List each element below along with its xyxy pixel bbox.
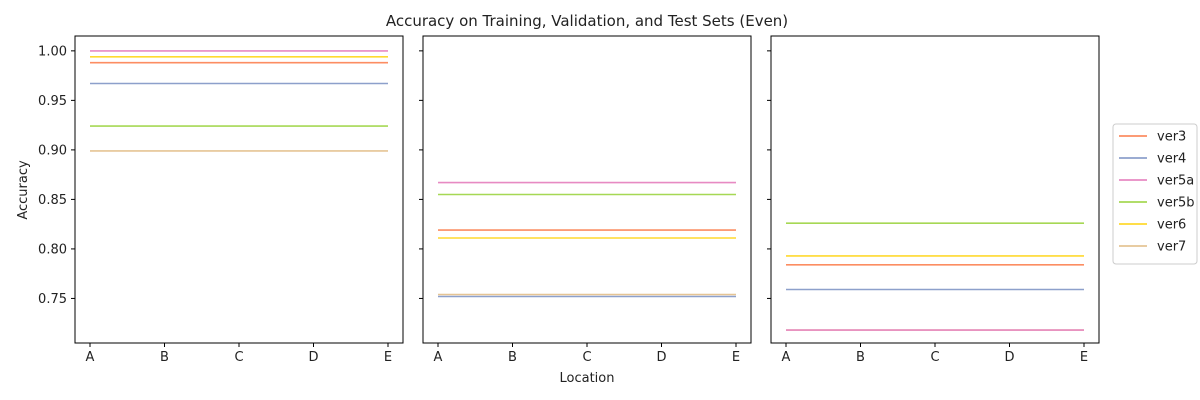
x-tick-label: B [508,350,517,365]
x-axis-label: Location [560,371,615,386]
x-tick-label: B [856,350,865,365]
y-tick-label: 0.75 [38,292,67,307]
y-tick-label: 0.80 [38,242,67,257]
y-tick-label: 1.00 [38,44,67,59]
legend-label-ver4: ver4 [1157,152,1186,167]
y-axis-label: Accuracy [16,160,31,220]
x-tick-label: C [930,350,939,365]
y-tick-label: 0.90 [38,143,67,158]
x-tick-label: B [160,350,169,365]
x-tick-label: D [308,350,318,365]
legend-label-ver7: ver7 [1157,240,1186,255]
panels-layer: A B C D E 0.75 0.80 0.85 0.90 0.95 1.00 A B C D E A B C D E [38,35,1100,365]
chart-title: Accuracy on Training, Validation, and Te… [386,12,788,30]
legend-label-ver5b: ver5b [1157,196,1195,211]
y-tick-label: 0.85 [38,193,67,208]
x-tick-label: A [434,350,443,365]
panel-frame [74,35,404,344]
x-tick-label: C [582,350,591,365]
x-tick-label: A [782,350,791,365]
legend: ver3 ver4 ver5a ver5b ver6 ver7 [1112,123,1198,265]
legend-label-ver3: ver3 [1157,130,1186,145]
panel-frame [770,35,1100,344]
panel-2: A B C D E [419,35,752,365]
x-tick-label: E [732,350,740,365]
y-tick-label: 0.95 [38,94,67,109]
legend-label-ver6: ver6 [1157,218,1186,233]
legend-label-ver5a: ver5a [1157,174,1194,189]
x-tick-label: C [234,350,243,365]
x-tick-label: E [1080,350,1088,365]
panel-3: A B C D E [767,35,1100,365]
panel-1: A B C D E 0.75 0.80 0.85 0.90 0.95 1.00 [38,35,404,365]
x-tick-label: D [656,350,666,365]
x-tick-label: A [86,350,95,365]
x-tick-label: D [1004,350,1014,365]
legend-frame [1112,123,1198,265]
x-tick-label: E [384,350,392,365]
